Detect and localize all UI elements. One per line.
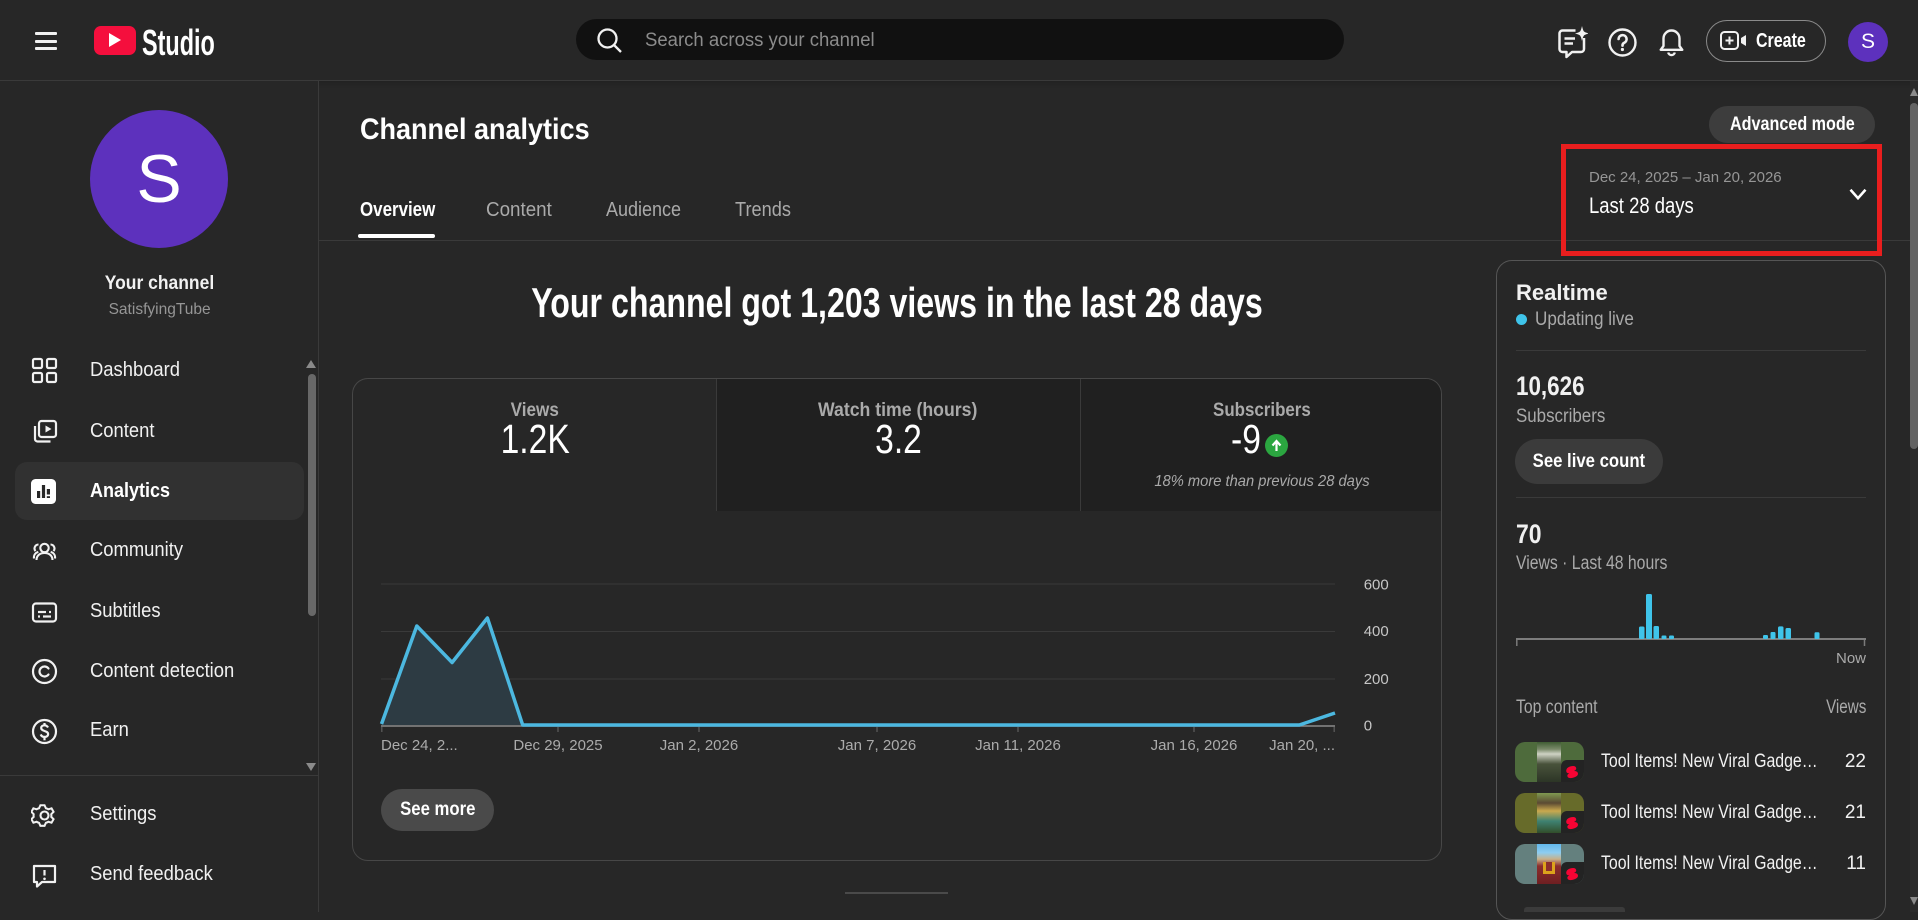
svg-text:Jan 2, 2026: Jan 2, 2026: [660, 737, 738, 754]
svg-text:600: 600: [1364, 577, 1389, 594]
svg-text:Jan 16, 2026: Jan 16, 2026: [1151, 737, 1238, 754]
svg-text:Jan 7, 2026: Jan 7, 2026: [838, 737, 916, 754]
svg-text:Dec 24, 2...: Dec 24, 2...: [381, 737, 458, 754]
svg-text:200: 200: [1364, 671, 1389, 688]
svg-text:Dec 29, 2025: Dec 29, 2025: [513, 737, 602, 754]
svg-text:0: 0: [1364, 717, 1372, 734]
svg-text:400: 400: [1364, 623, 1389, 640]
svg-text:Jan 20, ...: Jan 20, ...: [1269, 737, 1335, 754]
svg-text:Jan 11, 2026: Jan 11, 2026: [975, 737, 1061, 754]
